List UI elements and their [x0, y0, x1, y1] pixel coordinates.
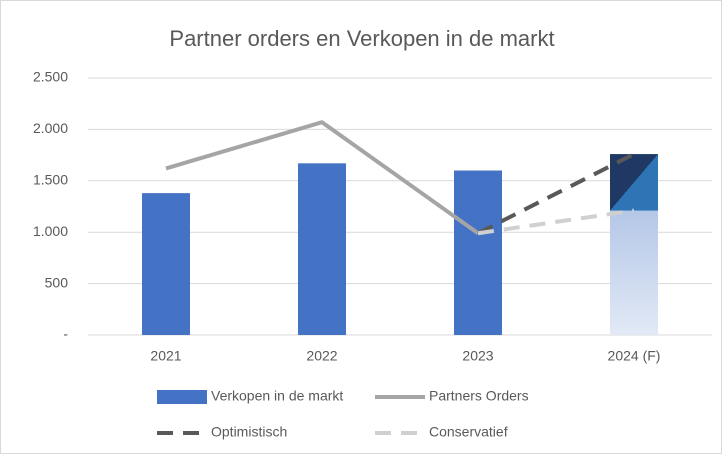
y-tick-label: - — [63, 326, 68, 342]
legend-swatch — [157, 390, 207, 404]
x-tick-label: 2021 — [150, 348, 181, 364]
bar — [142, 193, 190, 335]
legend-label: Optimistisch — [211, 424, 287, 440]
chart-title: Partner orders en Verkopen in de markt — [169, 26, 554, 51]
y-tick-label: 2.000 — [33, 120, 68, 136]
bar — [454, 170, 502, 335]
legend-label: Partners Orders — [429, 388, 529, 404]
x-tick-label: 2022 — [306, 348, 337, 364]
bar — [298, 163, 346, 335]
line-series — [477, 152, 635, 236]
y-tick-label: 2.500 — [33, 69, 68, 85]
y-tick-label: 1.000 — [33, 223, 68, 239]
legend-label: Verkopen in de markt — [211, 388, 343, 404]
line-series — [165, 120, 480, 235]
x-tick-label: 2024 (F) — [608, 348, 661, 364]
forecast-bar-base — [610, 210, 658, 335]
y-tick-label: 500 — [45, 274, 69, 290]
line-series — [477, 208, 635, 236]
y-tick-label: 1.500 — [33, 172, 68, 188]
x-tick-label: 2023 — [462, 348, 493, 364]
legend-label: Conservatief — [429, 424, 508, 440]
